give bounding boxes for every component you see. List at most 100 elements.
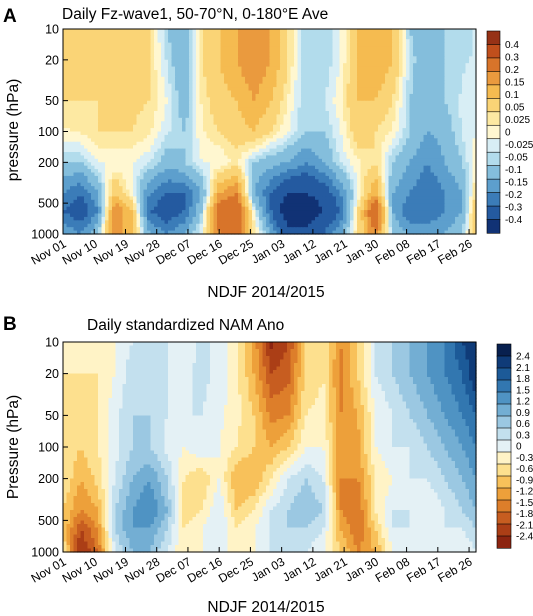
panel-a-field-cell — [357, 42, 362, 47]
panel-a-field-cell — [91, 165, 96, 170]
panel-a-field-cell — [437, 145, 442, 150]
panel-a-contour-field — [63, 29, 477, 235]
panel-a-field-cell — [350, 148, 355, 153]
panel-a-field-cell — [374, 141, 379, 146]
panel-a-field-cell — [171, 107, 176, 112]
panel-a-field-cell — [385, 134, 390, 139]
panel-a-field-cell — [402, 52, 407, 57]
panel-a-field-cell — [367, 152, 372, 157]
panel-a-field-cell — [367, 56, 372, 61]
panel-a-field-cell — [350, 152, 355, 157]
panel-a-field-cell — [63, 145, 68, 150]
panel-a-field-cell — [399, 117, 404, 122]
panel-a-field-cell — [147, 134, 152, 139]
panel-a-field-cell — [430, 104, 435, 109]
panel-a-field-cell — [395, 121, 400, 126]
panel-a-field-cell — [336, 70, 341, 75]
panel-a-field-cell — [161, 39, 166, 44]
panel-a-field-cell — [290, 32, 295, 37]
panel-a-field-cell — [234, 117, 239, 122]
panel-a-field-cell — [378, 131, 383, 136]
panel-a-field-cell — [196, 76, 201, 81]
panel-a-field-cell — [245, 155, 250, 160]
panel-a-field-cell — [231, 90, 236, 95]
panel-a-field-cell — [448, 59, 453, 64]
panel-a-field-cell — [133, 80, 138, 85]
panel-a-field-cell — [119, 124, 124, 129]
panel-a-field-cell — [374, 83, 379, 88]
panel-a-field-cell — [409, 131, 414, 136]
panel-a-field-cell — [287, 63, 292, 68]
panel-a-field-cell — [203, 56, 208, 61]
panel-a-field-cell — [171, 70, 176, 75]
panel-a-field-cell — [315, 138, 320, 143]
panel-a-field-cell — [350, 134, 355, 139]
panel-a-field-cell — [385, 162, 390, 167]
panel-a-field-cell — [241, 56, 246, 61]
panel-a-field-cell — [77, 114, 82, 119]
panel-a-field-cell — [308, 100, 313, 105]
panel-a-field-cell — [129, 80, 134, 85]
panel-a-field-cell — [420, 124, 425, 129]
panel-a-field-cell — [406, 76, 411, 81]
panel-a-field-cell — [108, 87, 113, 92]
panel-a-field-cell — [381, 104, 386, 109]
panel-a-field-cell — [392, 131, 397, 136]
panel-a-field-cell — [402, 87, 407, 92]
panel-a-field-cell — [392, 162, 397, 167]
panel-a-field-cell — [203, 131, 208, 136]
panel-a-field-cell — [206, 128, 211, 133]
panel-a-field-cell — [189, 42, 194, 47]
panel-a-field-cell — [84, 134, 89, 139]
panel-a-field-cell — [234, 87, 239, 92]
panel-a-field-cell — [87, 155, 92, 160]
panel-a-field-cell — [122, 152, 127, 157]
panel-a-field-cell — [462, 158, 467, 163]
panel-a-field-cell — [311, 29, 316, 34]
panel-a-field-cell — [84, 49, 89, 54]
panel-a-field-cell — [168, 66, 173, 71]
panel-a-field-cell — [437, 52, 442, 57]
panel-a-field-cell — [133, 114, 138, 119]
panel-a-field-cell — [290, 141, 295, 146]
panel-a-field-cell — [357, 46, 362, 51]
panel-a-field-cell — [238, 114, 243, 119]
panel-a-field-cell — [315, 59, 320, 64]
panel-a-field-cell — [357, 32, 362, 37]
panel-a-field-cell — [343, 97, 348, 102]
panel-a-field-cell — [262, 83, 267, 88]
panel-a-field-cell — [357, 138, 362, 143]
panel-a-field-cell — [122, 42, 127, 47]
panel-a-field-cell — [147, 114, 152, 119]
panel-a-field-cell — [252, 97, 257, 102]
panel-a-field-cell — [227, 111, 232, 116]
panel-a-field-cell — [385, 70, 390, 75]
panel-a-field-cell — [458, 117, 463, 122]
panel-a-field-cell — [343, 29, 348, 34]
panel-a-field-cell — [430, 114, 435, 119]
panel-a-field-cell — [290, 162, 295, 167]
panel-a-field-cell — [94, 39, 99, 44]
panel-a-field-cell — [371, 124, 376, 129]
panel-a-field-cell — [206, 93, 211, 98]
panel-a-field-cell — [238, 39, 243, 44]
panel-a-field-cell — [444, 73, 449, 78]
panel-a-field-cell — [150, 87, 155, 92]
panel-a-field-cell — [157, 152, 162, 157]
panel-a-field-cell — [262, 104, 267, 109]
panel-a-field-cell — [364, 39, 369, 44]
panel-a-field-cell — [70, 165, 75, 170]
panel-a-field-cell — [451, 169, 456, 174]
panel-a-field-cell — [402, 158, 407, 163]
panel-a-field-cell — [91, 128, 96, 133]
panel-a-field-cell — [171, 29, 176, 34]
panel-a-field-cell — [206, 56, 211, 61]
panel-a-field-cell — [381, 56, 386, 61]
panel-a-field-cell — [119, 39, 124, 44]
panel-a-field-cell — [371, 111, 376, 116]
panel-a-field-cell — [413, 169, 418, 174]
panel-a-field-cell — [318, 35, 323, 40]
panel-a-field-cell — [322, 93, 327, 98]
panel-a-field-cell — [213, 93, 218, 98]
panel-a-field-cell — [308, 158, 313, 163]
